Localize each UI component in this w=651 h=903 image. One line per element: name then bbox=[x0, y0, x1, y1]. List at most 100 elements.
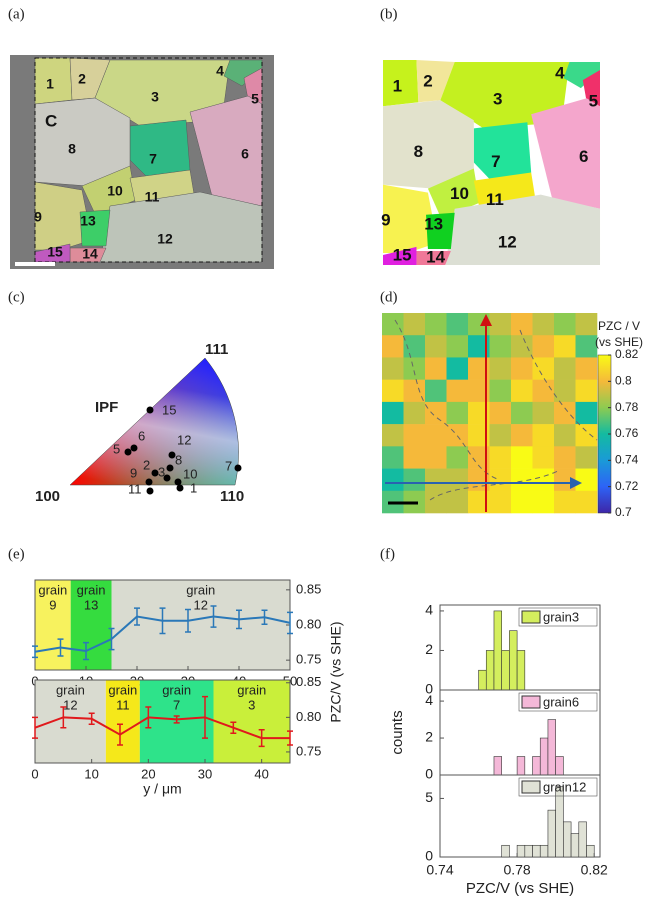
y-tick-label: 0 bbox=[425, 848, 433, 864]
hist-bar bbox=[547, 809, 556, 858]
grain-label: 8 bbox=[414, 142, 423, 161]
point-label: 1 bbox=[190, 480, 197, 495]
hist-bar bbox=[516, 844, 526, 858]
grain-label: 10 bbox=[450, 184, 469, 203]
heat-cell bbox=[575, 468, 598, 492]
heat-cell bbox=[403, 446, 426, 469]
region-label: 12 bbox=[194, 597, 208, 612]
grain-label: 3 bbox=[151, 89, 159, 105]
heat-cell bbox=[489, 468, 512, 492]
panel-label: (a) bbox=[8, 6, 25, 22]
hist-bar bbox=[586, 844, 595, 858]
heat-cell bbox=[382, 313, 404, 336]
grain-label: 10 bbox=[107, 183, 123, 199]
y-tick-label: 4 bbox=[425, 602, 433, 618]
grain bbox=[473, 122, 532, 185]
point-label: 7 bbox=[225, 458, 232, 473]
heat-cell bbox=[532, 357, 555, 380]
grain-label: 14 bbox=[82, 246, 98, 262]
hist-bar bbox=[555, 756, 564, 776]
heat-cell bbox=[575, 424, 598, 447]
heat-cell bbox=[554, 401, 576, 425]
grain-label: 9 bbox=[34, 209, 42, 225]
heat-cell bbox=[403, 424, 426, 447]
heat-cell bbox=[554, 335, 576, 358]
ipf-point bbox=[146, 487, 154, 495]
grain-label: 5 bbox=[589, 92, 598, 111]
heat-cell bbox=[575, 313, 598, 336]
region-label: 11 bbox=[116, 697, 130, 712]
region-label: grain bbox=[77, 582, 106, 597]
y-tick-label: 0.85 bbox=[296, 581, 321, 596]
point-label: 15 bbox=[162, 402, 176, 417]
y-tick-label: 4 bbox=[425, 692, 433, 708]
grain-label: 13 bbox=[424, 214, 443, 233]
grain-label: 7 bbox=[491, 152, 500, 171]
corner-label: 111 bbox=[205, 341, 228, 358]
x-tick-label: 0.74 bbox=[426, 862, 453, 878]
hist-bar bbox=[493, 756, 502, 776]
heat-cell bbox=[403, 357, 426, 380]
legend-label: grain6 bbox=[543, 694, 579, 709]
heat-cell bbox=[532, 401, 555, 425]
heat-cell bbox=[532, 313, 555, 336]
x-tick-label: 20 bbox=[141, 766, 155, 781]
y-tick-label: 0.85 bbox=[296, 674, 321, 689]
point-label: 9 bbox=[130, 465, 137, 480]
heat-cell bbox=[575, 446, 598, 469]
series-line bbox=[34, 716, 290, 740]
heat-cell bbox=[425, 446, 447, 469]
heat-cell bbox=[489, 335, 512, 358]
point-label: 10 bbox=[183, 466, 197, 481]
heat-cell bbox=[425, 490, 447, 514]
grain bbox=[426, 212, 455, 249]
y-axis-label: PZC/V (vs SHE) bbox=[328, 621, 344, 722]
grain-label: C bbox=[45, 111, 57, 130]
ipf-point bbox=[176, 484, 184, 492]
colorbar-title: (vs SHE) bbox=[595, 335, 643, 349]
region-label: 3 bbox=[248, 697, 255, 712]
heat-cell bbox=[532, 424, 555, 447]
grain-label: 2 bbox=[78, 71, 86, 87]
grain-label: 4 bbox=[555, 64, 565, 83]
grain-region bbox=[35, 580, 71, 670]
heat-cell bbox=[489, 313, 512, 336]
arrow-head bbox=[570, 477, 582, 489]
heat-cell bbox=[425, 468, 447, 492]
heat-cell bbox=[382, 424, 404, 447]
grain-label: 5 bbox=[251, 91, 259, 107]
heat-cell bbox=[382, 379, 404, 403]
ipf-point bbox=[151, 469, 159, 477]
y-tick-label: 0.80 bbox=[296, 709, 321, 724]
panel-label: (d) bbox=[380, 289, 398, 305]
hist-bar bbox=[539, 737, 549, 776]
y-tick-label: 0.75 bbox=[296, 743, 321, 758]
heat-cell bbox=[511, 357, 533, 380]
scan-box bbox=[34, 57, 263, 263]
heat-cell bbox=[382, 468, 404, 492]
ipf-point bbox=[166, 464, 174, 472]
grain-map-b bbox=[383, 60, 601, 266]
heat-cell bbox=[575, 401, 598, 425]
legend-swatch bbox=[521, 695, 541, 709]
grain-label: 14 bbox=[426, 247, 445, 266]
heat-cell bbox=[554, 446, 576, 469]
grain-label: 13 bbox=[80, 213, 96, 229]
grain-label: 6 bbox=[579, 147, 588, 166]
x-axis-label: y / μm bbox=[143, 781, 181, 797]
heat-cell bbox=[468, 335, 490, 358]
hist-bar bbox=[478, 669, 487, 691]
hist-bar bbox=[524, 844, 533, 858]
heat-cell bbox=[489, 357, 512, 380]
y-tick-label: 0 bbox=[425, 681, 433, 697]
heat-cell bbox=[382, 335, 404, 358]
grain bbox=[563, 62, 601, 89]
series-line bbox=[34, 615, 291, 653]
heat-cell bbox=[382, 446, 404, 469]
hist-bar bbox=[509, 630, 518, 691]
y-tick-label: 2 bbox=[425, 729, 433, 745]
grain-label: 12 bbox=[498, 232, 517, 251]
heat-cell bbox=[532, 446, 555, 469]
grain bbox=[416, 60, 455, 103]
heat-cell bbox=[554, 490, 576, 514]
